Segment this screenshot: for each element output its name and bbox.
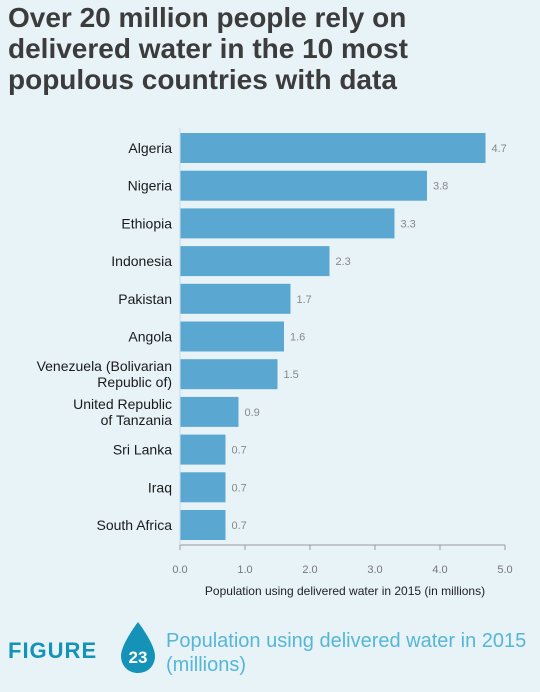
- bar-3: [180, 246, 330, 277]
- category-label-5: Angola: [128, 329, 172, 345]
- x-tick-label-1: 1.0: [237, 564, 252, 576]
- figure-footer: FIGURE 23 Population using delivered wat…: [8, 620, 538, 688]
- category-label-10: South Africa: [97, 517, 173, 533]
- bar-value-label-0: 4.7: [492, 143, 507, 155]
- water-drop-icon: 23: [121, 622, 155, 673]
- bar-value-label-1: 3.8: [433, 181, 448, 193]
- bar-value-label-5: 1.6: [290, 332, 305, 344]
- bar-value-label-8: 0.7: [232, 445, 247, 457]
- bar-value-label-6: 1.5: [284, 369, 299, 381]
- bar-6: [180, 359, 278, 390]
- bar-0: [180, 133, 486, 163]
- bar-value-label-2: 3.3: [401, 218, 416, 230]
- x-tick-label-4: 4.0: [432, 564, 447, 576]
- category-label-1: Nigeria: [128, 178, 173, 194]
- category-label-3: Indonesia: [111, 253, 172, 269]
- category-label-4: Pakistan: [118, 291, 172, 307]
- bar-2: [180, 208, 395, 239]
- bar-10: [180, 510, 226, 540]
- bar-4: [180, 283, 291, 314]
- category-label-8: Sri Lanka: [113, 442, 172, 458]
- chart-title: Over 20 million people rely on delivered…: [8, 2, 408, 95]
- figure-number: 23: [129, 648, 148, 667]
- bar-value-label-3: 2.3: [336, 256, 351, 268]
- bar-8: [180, 434, 226, 465]
- figure-word: FIGURE: [8, 638, 98, 663]
- bar-7: [180, 396, 239, 427]
- figure-caption: Population using delivered water in 2015…: [166, 630, 527, 676]
- bar-9: [180, 472, 226, 503]
- bar-value-label-7: 0.9: [245, 407, 260, 419]
- x-tick-label-3: 3.0: [367, 564, 382, 576]
- category-label-7: United Republic of Tanzania: [73, 396, 172, 428]
- x-axis-title: Population using delivered water in 2015…: [205, 584, 485, 598]
- category-label-6: Venezuela (Bolivarian Republic of): [37, 358, 172, 390]
- bar-chart: 4.7 Algeria 3.8 Nigeria 3.3 Ethiopia 2.3 Indone…: [37, 128, 513, 598]
- category-label-0: Algeria: [128, 140, 172, 156]
- bar-1: [180, 170, 427, 201]
- x-tick-label-5: 5.0: [497, 564, 512, 576]
- x-tick-label-0: 0.0: [172, 564, 187, 576]
- category-label-9: Iraq: [148, 479, 172, 495]
- bar-value-label-9: 0.7: [232, 482, 247, 494]
- x-tick-label-2: 2.0: [302, 564, 317, 576]
- category-label-2: Ethiopia: [121, 215, 172, 231]
- bar-5: [180, 321, 284, 352]
- bar-value-label-4: 1.7: [297, 294, 312, 306]
- bar-value-label-10: 0.7: [232, 520, 247, 532]
